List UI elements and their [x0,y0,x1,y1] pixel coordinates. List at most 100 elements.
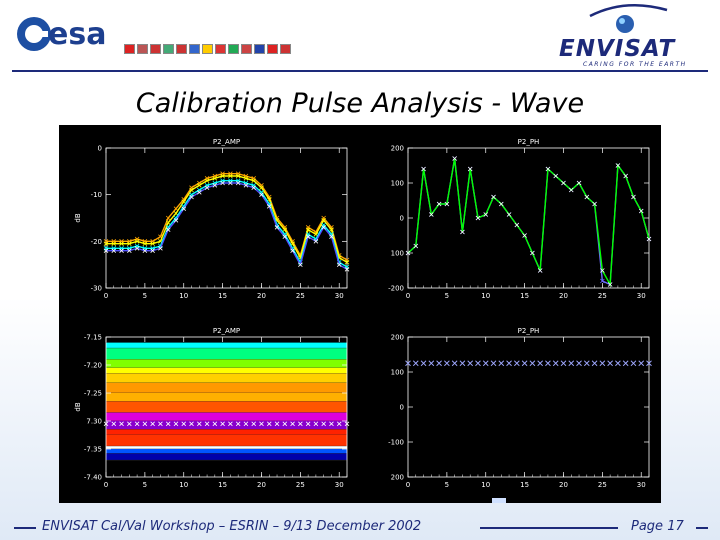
data-point [173,206,179,211]
heatmap-band [106,453,347,461]
data-point [204,185,210,190]
header-rule [12,70,708,72]
footer-text: ENVISAT Cal/Val Workshop – ESRIN – 9/13 … [42,519,422,534]
heatmap-band [106,401,347,413]
x-tick-label: 5 [143,292,147,300]
panel-title: P2_PH [518,138,540,146]
data-point [436,201,442,207]
data-point [329,234,334,239]
data-point [591,360,598,367]
data-point [529,360,536,367]
data-point [545,360,551,367]
heatmap-band [106,367,347,374]
y-tick-label: -10 [91,191,102,199]
data-point [344,260,350,265]
data-point [561,180,566,186]
data-point [243,183,249,188]
x-tick-label: 5 [143,481,147,489]
data-point [189,194,194,200]
data-point [599,360,606,367]
x-tick-label: 5 [445,481,449,489]
data-point [266,197,272,202]
panel-title: P2_PH [518,327,540,335]
axes-frame [407,147,650,289]
envisat-logo: ENVISAT CARING FOR THE EARTH [559,3,687,68]
x-tick-label: 15 [520,481,529,489]
heatmap-marker [134,421,140,427]
data-point [336,262,342,267]
data-point [212,183,218,188]
data-point [243,176,249,181]
data-point [251,185,256,190]
data-point [158,246,163,251]
envisat-tagline: CARING FOR THE EARTH [583,61,687,68]
x-tick-label: 15 [520,292,529,300]
heatmap-marker [282,421,288,427]
series-line [407,158,650,287]
data-point [506,360,512,367]
charts-canvas: P2_AMP dB 0 5 10 15 20 25 30 0 -10 -20 -30 P2_PH 0 5 10 1… [74,138,652,489]
data-point [413,243,419,249]
y-tick-label: 100 [391,369,404,377]
panel-title: P2_AMP [213,138,240,146]
x-tick-label: 15 [218,292,227,300]
heatmap-marker [181,421,187,427]
x-tick-label: 15 [218,481,227,489]
data-point [491,194,496,200]
data-point [228,173,233,179]
data-point [259,192,264,197]
data-point [173,218,179,223]
heatmap-marker [259,421,264,427]
data-point [638,208,644,214]
heatmap-marker [150,421,155,427]
axes-frame [407,336,650,478]
data-point [165,215,171,221]
plot-corner-mark [492,498,506,503]
heatmap-marker [336,421,342,427]
data-point [181,206,187,211]
data-point [150,248,155,253]
data-point [212,176,218,181]
data-point [514,222,520,228]
x-tick-label: 10 [481,481,490,489]
footer-line-right [696,527,708,529]
data-point [514,360,520,367]
y-tick-label: -100 [388,439,404,447]
member-flags [124,44,293,54]
heatmap-band [106,348,347,360]
heatmap-band [106,446,347,450]
data-point [460,229,465,235]
data-point [568,360,575,367]
data-point [259,185,264,190]
y-tick-label: 200 [391,334,404,342]
x-tick-label: 20 [559,481,568,489]
heatmap-marker [212,421,218,427]
data-point [623,173,628,179]
data-point [530,250,535,256]
data-point [344,267,350,272]
x-tick-label: 10 [179,292,188,300]
data-point [467,166,473,172]
data-point [181,199,187,204]
heatmap-band [106,435,347,447]
data-point [630,360,637,367]
heatmap-marker [243,421,249,427]
heatmap-band [106,373,347,384]
heatmap-band [106,393,347,402]
data-point [405,360,411,367]
data-point [583,360,590,367]
x-tick-label: 25 [296,481,305,489]
flag-9 [241,44,252,54]
data-point [444,360,450,367]
x-tick-label: 30 [637,481,646,489]
data-point [321,218,326,223]
panel-1: P2_AMP dB 0 5 10 15 20 25 30 0 -10 -20 -30 [74,138,350,300]
data-point [251,178,256,183]
panel-3: P2_AMP dB 0 5 10 15 20 25 30 -7.15 -7.20 -7.25 7.30 -… [74,327,350,489]
data-point [622,360,629,367]
data-point [197,190,202,195]
y-tick-label: 100 [391,180,404,188]
x-tick-label: 0 [104,481,108,489]
data-point [165,220,171,225]
flag-1 [137,44,148,54]
